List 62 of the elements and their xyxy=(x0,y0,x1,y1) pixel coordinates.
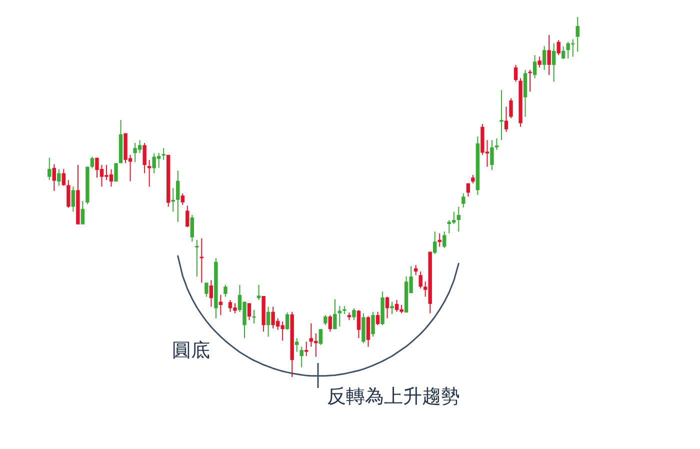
candlestick xyxy=(356,310,361,339)
candlestick xyxy=(71,186,76,212)
candlestick xyxy=(390,301,394,314)
candlestick xyxy=(190,214,194,242)
candlestick xyxy=(556,40,560,56)
candlestick xyxy=(333,298,337,330)
candlestick xyxy=(442,231,446,249)
candlestick xyxy=(224,284,228,298)
candlestick xyxy=(542,46,546,70)
candlestick xyxy=(371,311,375,338)
candlestick xyxy=(366,316,370,348)
candlestick xyxy=(252,310,256,324)
candlestick xyxy=(195,239,199,278)
annotation: 圓底 xyxy=(172,340,210,362)
candlestick xyxy=(52,164,56,192)
candlestick xyxy=(432,231,437,254)
candlestick xyxy=(538,56,542,68)
candlestick xyxy=(204,282,208,298)
candlestick xyxy=(162,148,166,160)
candlestick xyxy=(142,142,146,174)
candlestick xyxy=(266,306,270,338)
candlestick xyxy=(532,54,537,79)
candlestick xyxy=(500,90,504,141)
candlestick xyxy=(514,64,518,82)
candlestick xyxy=(462,192,466,208)
candlestick xyxy=(186,205,190,228)
candlestick xyxy=(247,302,252,321)
candlestick xyxy=(552,42,556,82)
candlestick xyxy=(90,156,94,169)
candlestick xyxy=(304,341,308,357)
candlestick xyxy=(466,182,470,198)
candlestick xyxy=(209,280,214,308)
text: 反轉為上升趨勢 xyxy=(327,386,460,408)
candlestick xyxy=(547,34,551,76)
candlestick xyxy=(418,271,422,289)
candlestick xyxy=(509,98,513,119)
candlestick xyxy=(385,296,390,319)
candlestick xyxy=(114,162,118,182)
candlestick xyxy=(294,338,299,352)
candlestick xyxy=(256,284,261,300)
candlestick xyxy=(490,140,494,170)
candlestick xyxy=(57,168,61,186)
candlestick xyxy=(328,314,332,332)
candlestick xyxy=(62,168,66,186)
candlestick xyxy=(66,180,70,208)
candlestick xyxy=(318,328,322,346)
candlestick xyxy=(376,311,380,326)
candlestick xyxy=(456,206,461,232)
candlestick xyxy=(338,306,342,328)
candlestick xyxy=(300,346,304,368)
candlestick xyxy=(324,314,328,326)
candlestick xyxy=(176,170,180,222)
candlestick xyxy=(528,69,532,92)
candlestick xyxy=(180,192,184,206)
candlestick xyxy=(561,46,566,60)
candlestick xyxy=(576,16,580,52)
candlestick xyxy=(352,308,356,321)
candlestick xyxy=(494,138,499,150)
candlestick xyxy=(48,157,52,181)
candlestick xyxy=(504,106,508,132)
candlestick xyxy=(285,312,290,330)
candlestick xyxy=(80,200,85,225)
